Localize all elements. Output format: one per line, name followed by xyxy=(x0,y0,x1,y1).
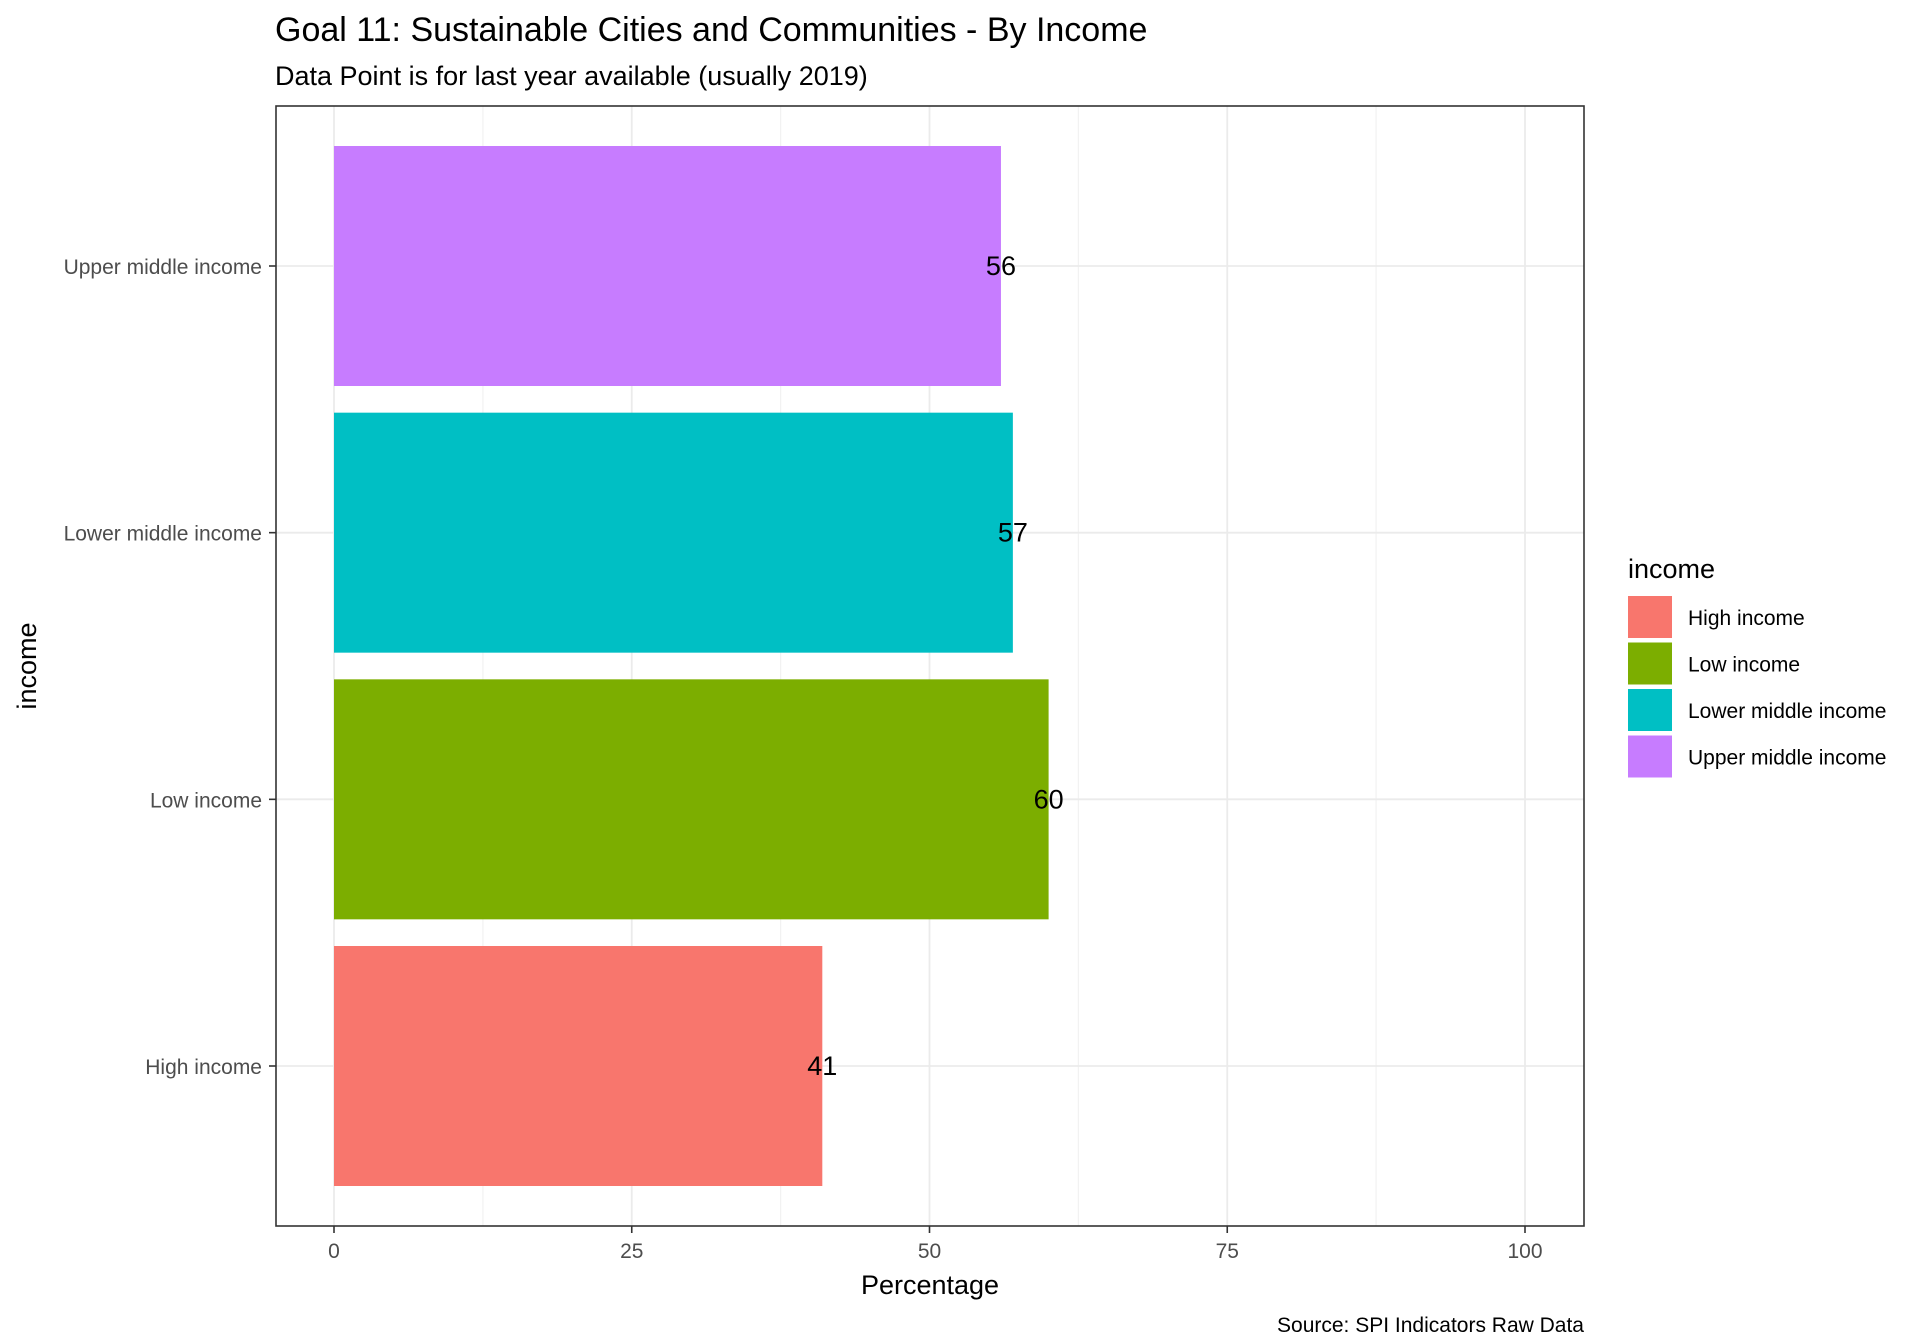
chart-title: Goal 11: Sustainable Cities and Communit… xyxy=(275,11,1147,49)
bars xyxy=(334,146,1049,1186)
x-tick-label: 25 xyxy=(620,1240,643,1263)
bar-value-label: 41 xyxy=(807,1051,837,1081)
legend: income High income Low income Lower middle… xyxy=(1628,554,1886,778)
legend-key xyxy=(1628,642,1672,685)
legend-title: income xyxy=(1628,554,1715,584)
plot-area: 41 60 57 56 xyxy=(275,105,1585,1227)
bar-value-label: 60 xyxy=(1034,784,1064,814)
legend-key xyxy=(1628,735,1672,778)
y-tick-label: Upper middle income xyxy=(64,256,262,279)
x-tick-label: 75 xyxy=(1216,1240,1239,1263)
y-tick-label: High income xyxy=(145,1056,262,1079)
bar-value-label: 57 xyxy=(998,518,1028,548)
legend-key xyxy=(1628,596,1672,638)
legend-key xyxy=(1628,689,1672,731)
y-axis: High income Low income Lower middle income… xyxy=(64,256,276,1079)
legend-label: Low income xyxy=(1688,654,1800,677)
legend-label: Upper middle income xyxy=(1688,747,1886,770)
bar xyxy=(334,679,1049,920)
legend-items: High income Low income Lower middle income… xyxy=(1628,596,1886,778)
bar-value-label: 56 xyxy=(986,251,1016,281)
x-tick-label: 0 xyxy=(328,1240,340,1263)
chart-subtitle: Data Point is for last year available (u… xyxy=(275,61,868,91)
x-axis-title: Percentage xyxy=(861,1270,999,1300)
bar-labels: 41 60 57 56 xyxy=(807,251,1063,1081)
bar xyxy=(334,946,823,1186)
x-tick-label: 100 xyxy=(1507,1240,1542,1263)
x-axis: 0 25 50 75 100 xyxy=(328,1226,1543,1263)
y-axis-title: income xyxy=(12,622,42,709)
bar xyxy=(334,412,1013,653)
x-tick-label: 50 xyxy=(918,1240,941,1263)
y-tick-label: Lower middle income xyxy=(64,523,262,546)
y-tick-label: Low income xyxy=(150,789,262,812)
bar xyxy=(334,146,1001,386)
legend-label: High income xyxy=(1688,607,1805,630)
legend-label: Lower middle income xyxy=(1688,700,1886,723)
chart-caption: Source: SPI Indicators Raw Data xyxy=(1277,1314,1584,1337)
